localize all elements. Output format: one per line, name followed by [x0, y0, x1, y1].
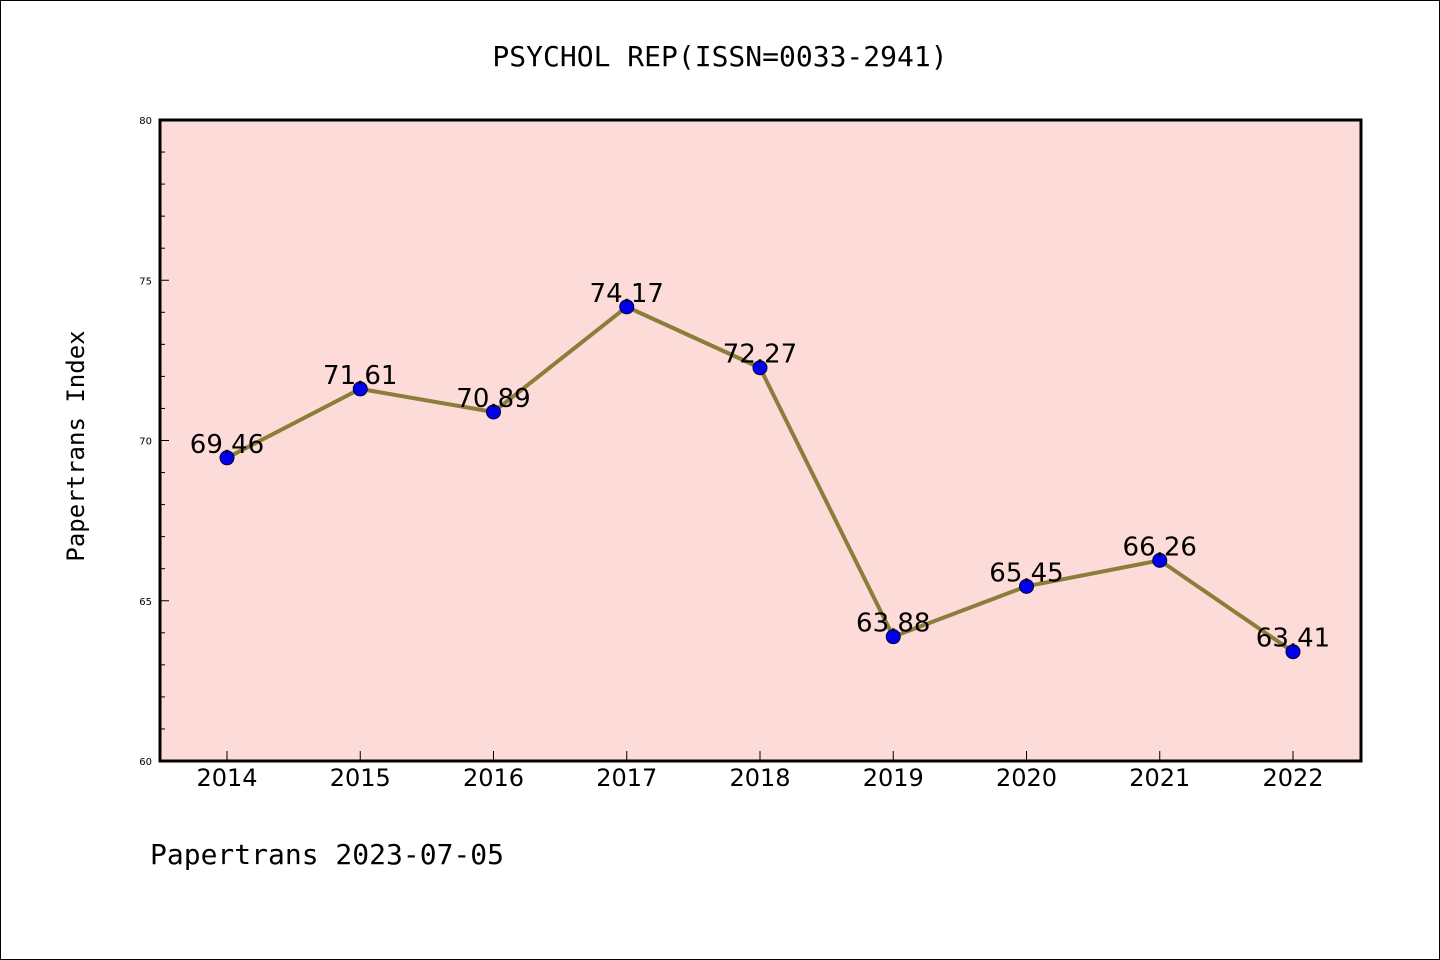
x-tick-label: 2016 [463, 764, 524, 792]
data-label: 69.46 [190, 430, 264, 460]
y-axis: 60 65 70 75 80 [139, 116, 169, 768]
data-point [619, 299, 635, 315]
x-tick-label: 2015 [330, 764, 391, 792]
data-point [885, 629, 901, 645]
x-tick-label: 2022 [1262, 764, 1323, 792]
series-markers [219, 299, 1301, 660]
data-labels: 69.46 71.61 70.89 74.17 72.27 63.88 65.45 66.26… [190, 279, 1330, 654]
data-label: 74.17 [590, 279, 664, 309]
x-tick-label: 2014 [196, 764, 257, 792]
plot-area [158, 118, 1363, 763]
y-tick-label: 80 [139, 116, 152, 127]
data-label: 70.89 [456, 384, 530, 414]
data-label: 63.88 [856, 609, 930, 639]
x-axis: 2014 2015 2016 2017 2018 2019 2020 2021 2022 [196, 751, 1324, 792]
data-point [1285, 644, 1301, 660]
footer-text: Papertrans 2023-07-05 [150, 838, 504, 871]
chart-title: PSYCHOL REP(ISSN=0033-2941) [492, 40, 947, 73]
y-tick-label: 70 [139, 437, 152, 448]
x-tick-label: 2017 [596, 764, 657, 792]
data-label: 63.41 [1256, 624, 1330, 654]
data-point [1019, 578, 1034, 594]
y-tick-label: 65 [139, 597, 152, 608]
x-tick-label: 2020 [996, 764, 1057, 792]
y-axis-label: Papertrans Index [62, 330, 90, 561]
data-point [352, 381, 368, 397]
data-point [752, 360, 768, 376]
x-tick-label: 2018 [729, 764, 790, 792]
data-label: 66.26 [1123, 532, 1197, 562]
data-point [1152, 552, 1168, 568]
data-label: 71.61 [323, 361, 397, 391]
data-label: 72.27 [723, 340, 797, 370]
data-label: 65.45 [989, 558, 1063, 588]
y-tick-label: 60 [139, 757, 152, 768]
data-point [219, 450, 235, 466]
y-tick-label: 75 [139, 276, 152, 287]
data-point [486, 404, 501, 420]
x-tick-label: 2019 [863, 764, 924, 792]
x-tick-label: 2021 [1129, 764, 1190, 792]
